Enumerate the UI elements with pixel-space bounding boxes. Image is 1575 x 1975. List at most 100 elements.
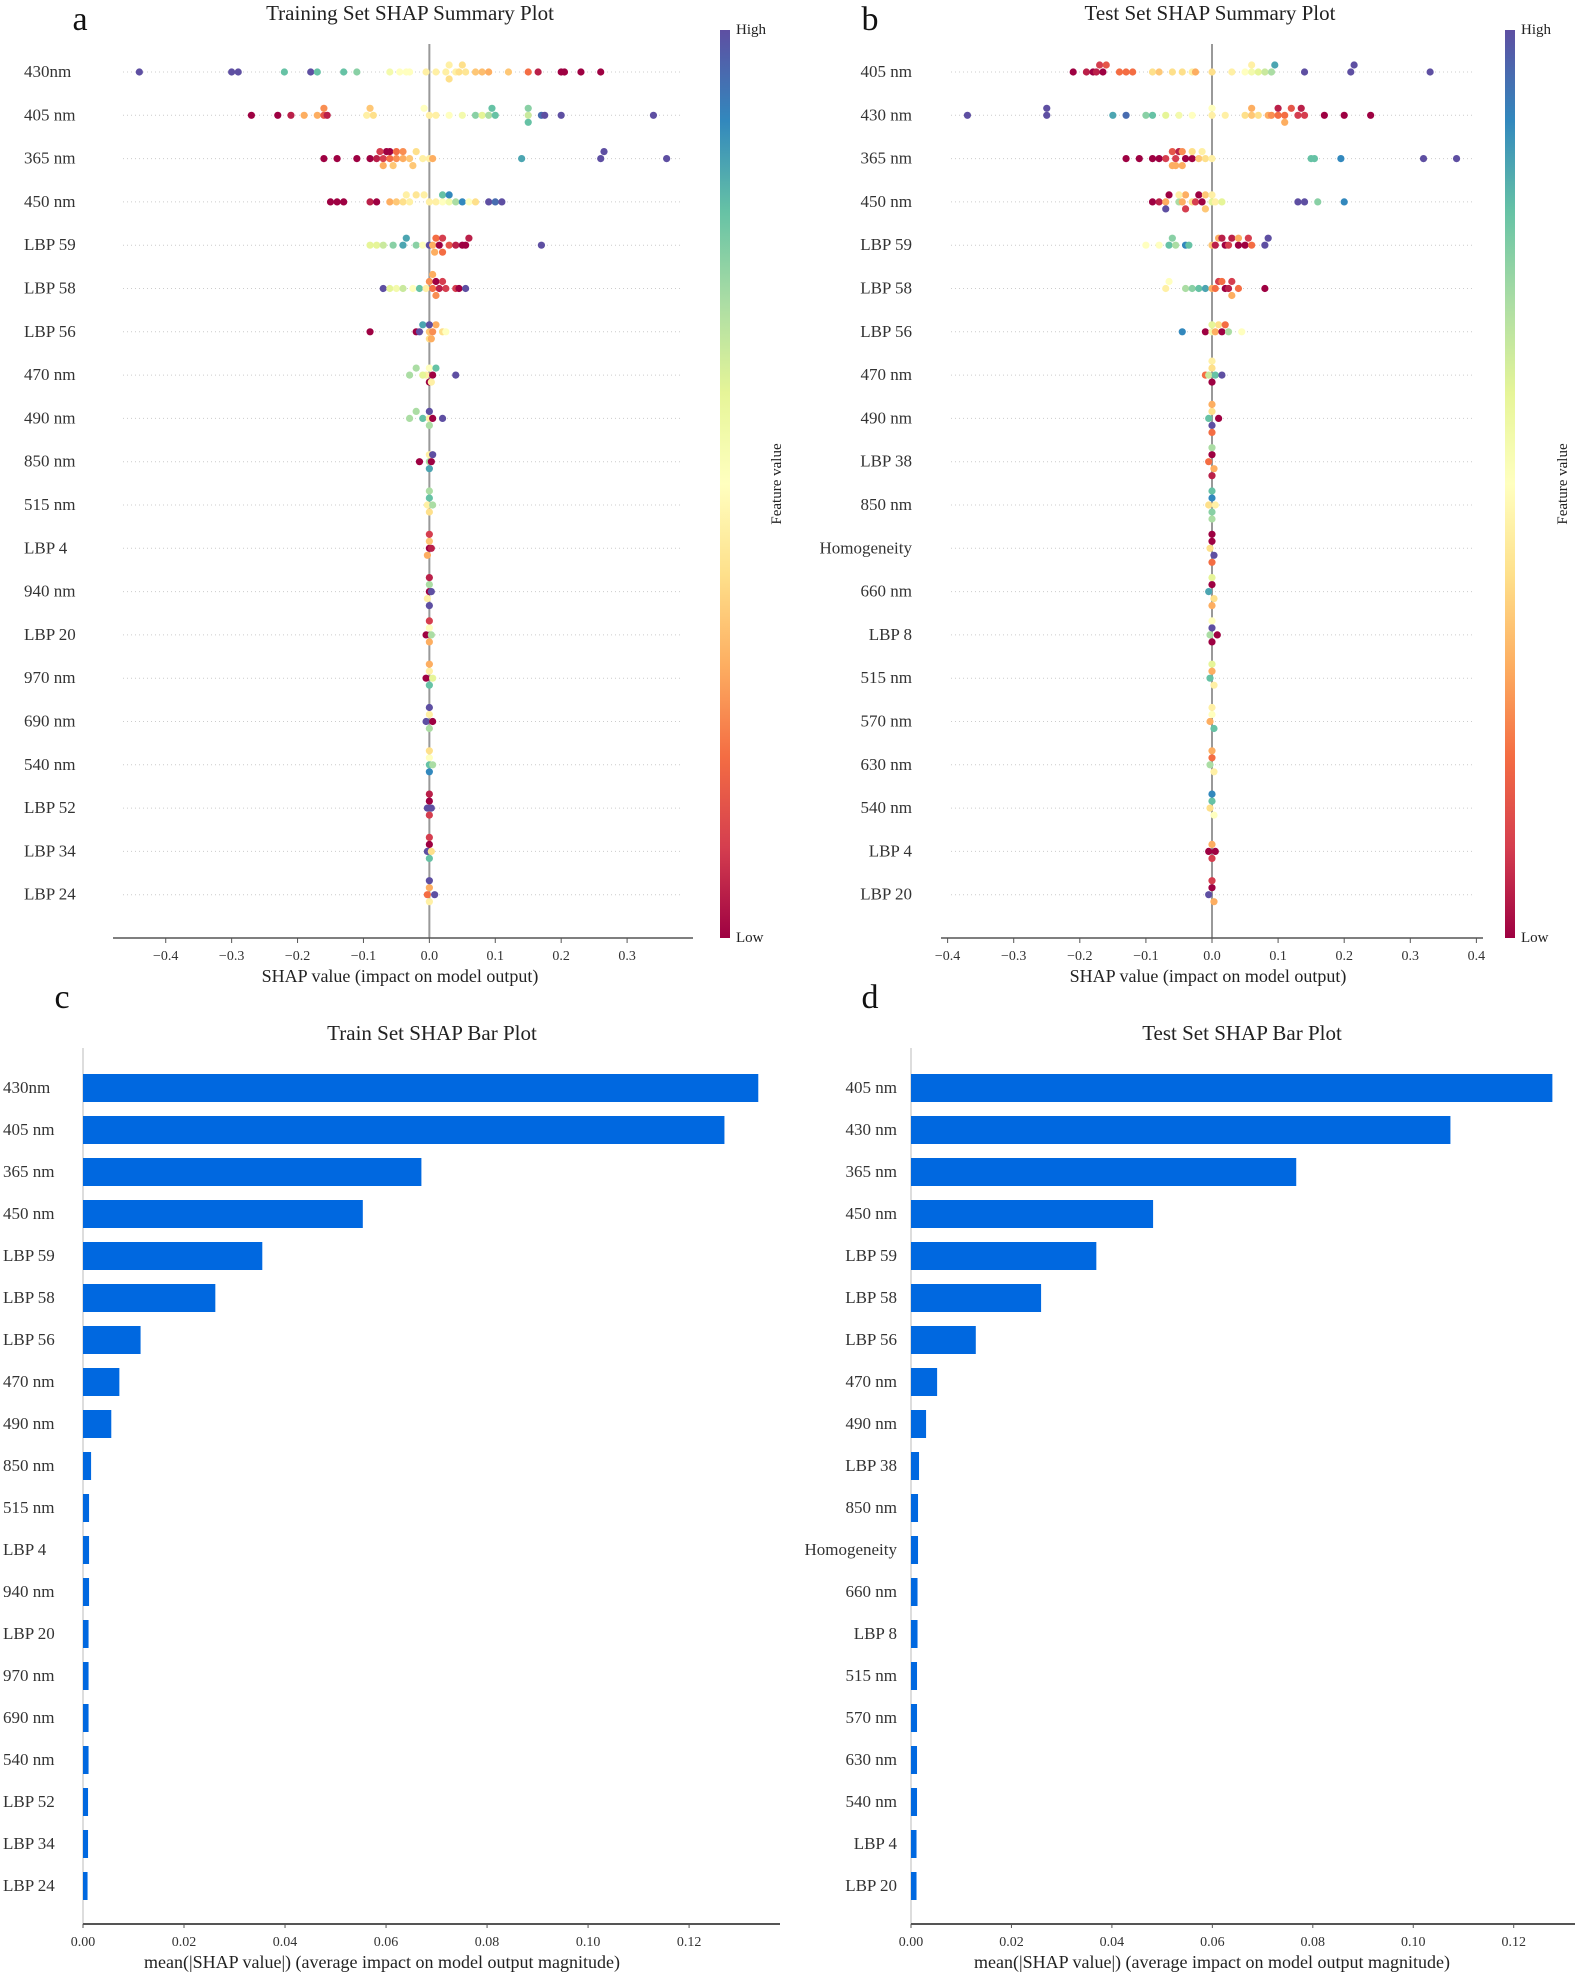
bar	[911, 1620, 918, 1648]
shap-point	[1241, 68, 1249, 76]
shap-point	[1234, 241, 1243, 249]
feature-label: 850 nm	[24, 452, 75, 471]
feature-label: 490 nm	[24, 408, 75, 427]
bar	[911, 1158, 1297, 1186]
x-tick-label: 0.12	[1501, 1935, 1526, 1950]
bar	[911, 1494, 919, 1522]
feature-label: LBP 24	[24, 885, 76, 904]
shap-point	[1208, 155, 1216, 163]
shap-point	[432, 234, 440, 242]
shap-point	[1208, 494, 1216, 502]
shap-point	[402, 234, 410, 242]
category-label: 630 nm	[846, 1750, 897, 1769]
panel-a-beeswarm: 430nm 405 nm 365 nm 450 nm LBP 59 LBP 58 LBP 5…	[24, 44, 693, 964]
category-label: 940 nm	[3, 1582, 54, 1601]
feature-label: 940 nm	[24, 582, 75, 601]
feature-label: 365 nm	[861, 149, 912, 168]
shap-point	[1201, 328, 1209, 336]
x-tick-label: 0.06	[1200, 1935, 1225, 1950]
shap-point	[1208, 854, 1216, 863]
panel-a-colorbar	[720, 30, 730, 938]
shap-point	[1162, 111, 1170, 119]
shap-point	[1208, 421, 1216, 429]
shap-point	[432, 111, 440, 119]
x-tick-label: 0.1	[1269, 949, 1287, 964]
shap-point	[1294, 111, 1302, 119]
shap-point	[1211, 284, 1219, 293]
x-tick-label: 0.04	[273, 1935, 298, 1950]
shap-point	[1188, 284, 1196, 293]
shap-point	[425, 681, 433, 689]
shap-point	[429, 451, 437, 459]
category-label: 540 nm	[846, 1792, 897, 1811]
shap-point	[427, 631, 435, 639]
feature-label: 365 nm	[24, 149, 75, 168]
panel-d-bar-chart: 405 nm 430 nm 365 nm 450 nm LBP 59 LBP 58 LBP …	[804, 1048, 1575, 1950]
x-tick-label: −0.2	[285, 949, 310, 964]
category-label: 430 nm	[846, 1120, 897, 1139]
shap-point	[485, 198, 493, 206]
shap-point	[1221, 111, 1229, 119]
shap-point	[399, 198, 407, 206]
shap-point	[333, 198, 341, 206]
shap-point	[1208, 364, 1216, 372]
category-label: 365 nm	[3, 1162, 54, 1181]
category-label: LBP 56	[845, 1330, 897, 1349]
shap-point	[560, 68, 569, 76]
shap-point	[1208, 321, 1216, 329]
shap-point	[429, 674, 437, 682]
shap-point	[425, 537, 433, 545]
shap-point	[1205, 414, 1213, 422]
shap-point	[465, 234, 473, 242]
shap-point	[429, 328, 437, 336]
shap-point	[425, 710, 433, 719]
shap-point	[597, 155, 605, 163]
shap-point	[1234, 234, 1243, 242]
bar	[911, 1830, 917, 1858]
feature-label: LBP 34	[24, 841, 76, 860]
shap-point	[1211, 501, 1219, 509]
shap-point	[1310, 155, 1319, 163]
shap-point	[491, 198, 499, 206]
shap-point	[425, 754, 433, 762]
shap-point	[427, 378, 435, 386]
category-label: LBP 4	[854, 1834, 898, 1853]
shap-point	[445, 198, 453, 206]
bar	[83, 1200, 363, 1228]
shap-point	[1208, 428, 1216, 436]
shap-point	[1148, 111, 1157, 119]
shap-point	[340, 198, 348, 206]
shap-point	[1244, 234, 1252, 242]
shap-point	[1208, 378, 1216, 386]
shap-point	[415, 458, 424, 466]
shap-point	[1208, 617, 1216, 625]
x-tick-label: 0.3	[618, 949, 636, 964]
category-label: 660 nm	[846, 1582, 897, 1601]
shap-point	[320, 155, 328, 163]
shap-point	[415, 328, 424, 336]
category-label: LBP 52	[3, 1792, 55, 1811]
shap-point	[386, 284, 394, 293]
shap-point	[1248, 241, 1256, 249]
shap-point	[649, 111, 658, 119]
bar	[83, 1326, 141, 1354]
shap-point	[1155, 68, 1163, 76]
shap-point	[524, 118, 532, 126]
shap-point	[1155, 241, 1163, 249]
shap-point	[409, 284, 417, 293]
shap-point	[323, 111, 331, 119]
shap-point	[1043, 111, 1051, 119]
shap-point	[399, 241, 407, 249]
shap-point	[1208, 537, 1216, 545]
shap-point	[1208, 790, 1216, 798]
feature-label: LBP 59	[860, 235, 912, 254]
shap-point	[462, 68, 470, 76]
x-tick-label: 0.10	[576, 1935, 601, 1950]
shap-point	[432, 198, 440, 206]
shap-point	[438, 277, 447, 286]
bar	[83, 1158, 422, 1186]
feature-label: 660 nm	[861, 582, 912, 601]
shap-point	[1210, 898, 1218, 906]
feature-label: LBP 20	[860, 885, 912, 904]
shap-point	[425, 198, 433, 206]
